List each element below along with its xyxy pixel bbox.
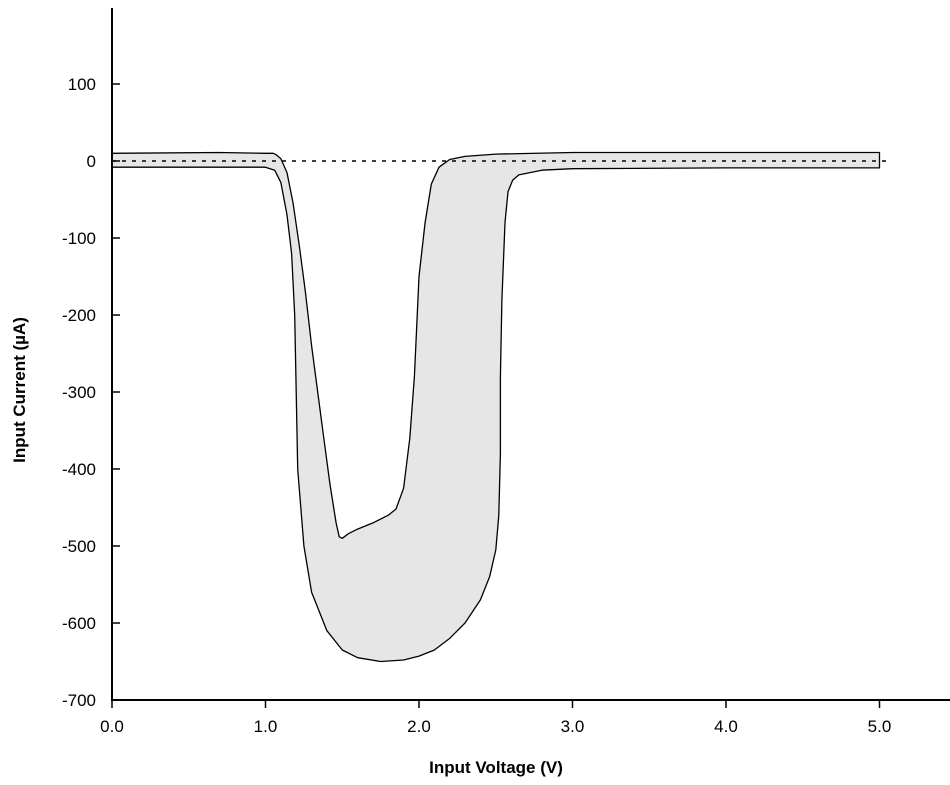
x-tick-label: 3.0 [561,717,585,736]
axes [111,8,950,701]
y-axis-title: Input Current (µA) [10,317,29,463]
y-tick-label: -400 [62,460,96,479]
y-tick-label: -200 [62,306,96,325]
x-tick-label: 5.0 [868,717,892,736]
y-ticks: 100 0 -100 -200 -300 -400 -500 -600 -700 [62,75,120,710]
y-tick-label: -600 [62,614,96,633]
x-tick-label: 1.0 [254,717,278,736]
current-envelope-layer [111,151,881,663]
current-envelope-band [111,151,881,663]
y-tick-label: 100 [68,75,96,94]
x-ticks: 0.0 1.0 2.0 3.0 4.0 5.0 [100,700,891,736]
y-tick-label: -500 [62,537,96,556]
x-tick-label: 0.0 [100,717,124,736]
y-tick-label: -100 [62,229,96,248]
x-axis-title: Input Voltage (V) [429,758,563,777]
y-tick-label: -700 [62,691,96,710]
x-tick-label: 2.0 [407,717,431,736]
y-tick-label: 0 [87,152,96,171]
y-tick-label: -300 [62,383,96,402]
x-tick-label: 4.0 [714,717,738,736]
